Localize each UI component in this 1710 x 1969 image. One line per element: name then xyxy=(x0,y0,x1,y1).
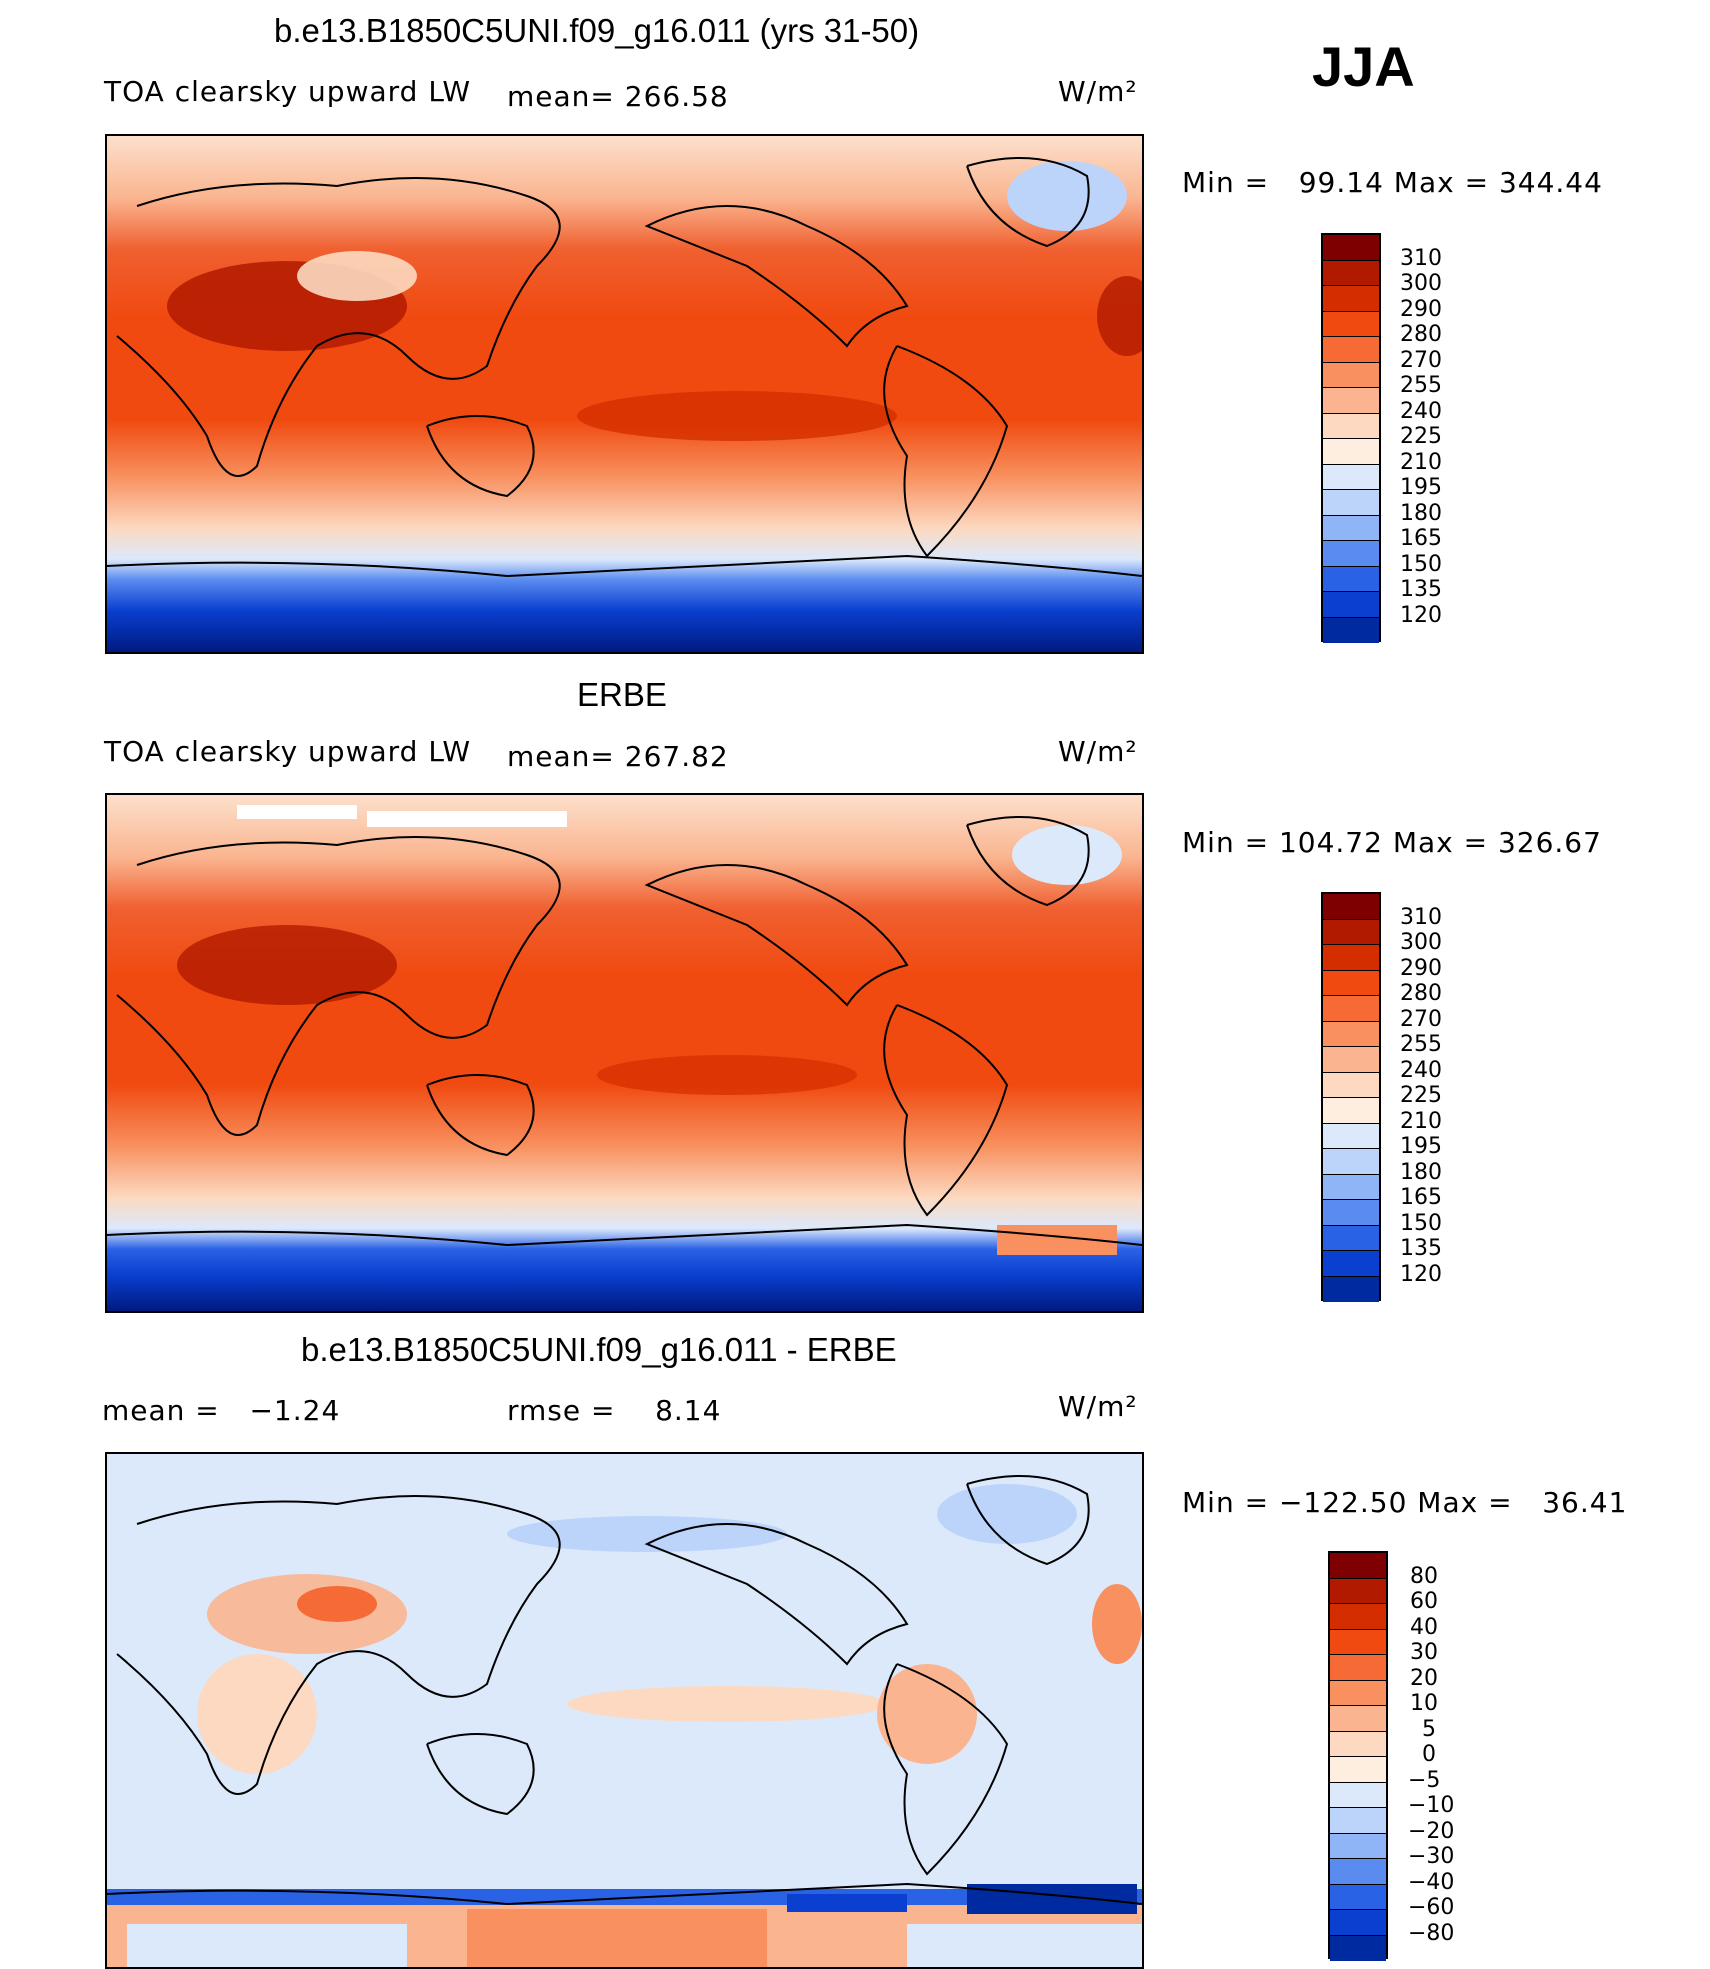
cbar-2-tick: 270 xyxy=(1400,1007,1442,1032)
cbar-1-tick: 255 xyxy=(1400,373,1442,398)
cbar-3-tick: 10 xyxy=(1410,1691,1438,1716)
cbar-1-tick: 280 xyxy=(1400,322,1442,347)
panel-2-variable-label: TOA clearsky upward LW xyxy=(104,735,472,768)
cbar-1-tick: 180 xyxy=(1400,501,1442,526)
cbar-2-tick: 280 xyxy=(1400,981,1442,1006)
cbar-1-tick: 270 xyxy=(1400,348,1442,373)
cbar-3-tick: −10 xyxy=(1408,1793,1455,1818)
cbar-3-tick: 80 xyxy=(1410,1564,1438,1589)
panel-2-colorbar xyxy=(1321,892,1381,1302)
panel-2-minmax: Min = 104.72 Max = 326.67 xyxy=(1182,826,1602,859)
cbar-3-tick: 60 xyxy=(1410,1589,1438,1614)
panel-2-map xyxy=(105,793,1144,1313)
panel-3-rmse-label: rmse = 8.14 xyxy=(507,1394,722,1427)
cbar-3-tick: −20 xyxy=(1408,1819,1455,1844)
panel-2-units: W/m² xyxy=(1058,735,1138,768)
cbar-2-tick: 300 xyxy=(1400,930,1442,955)
cbar-1-tick: 290 xyxy=(1400,297,1442,322)
panel-1-title: b.e13.B1850C5UNI.f09_g16.011 (yrs 31-50) xyxy=(274,12,920,49)
cbar-3-tick: −40 xyxy=(1408,1870,1455,1895)
cbar-3-tick: 0 xyxy=(1422,1742,1436,1767)
cbar-3-tick: 20 xyxy=(1410,1666,1438,1691)
cbar-1-tick: 120 xyxy=(1400,603,1442,628)
panel-1-minmax: Min = 99.14 Max = 344.44 xyxy=(1182,166,1603,199)
cbar-2-tick: 135 xyxy=(1400,1236,1442,1261)
panel-3-colorbar xyxy=(1328,1551,1388,1961)
cbar-3-tick: −5 xyxy=(1408,1768,1441,1793)
panel-3-map xyxy=(105,1452,1144,1969)
cbar-2-tick: 210 xyxy=(1400,1109,1442,1134)
cbar-2-tick: 120 xyxy=(1400,1262,1442,1287)
cbar-3-tick: −60 xyxy=(1408,1895,1455,1920)
cbar-1-tick: 225 xyxy=(1400,424,1442,449)
cbar-3-tick: −30 xyxy=(1408,1844,1455,1869)
panel-2-mean-label: mean= 267.82 xyxy=(507,740,729,773)
panel-2-title: ERBE xyxy=(577,676,667,713)
cbar-3-tick: 30 xyxy=(1410,1640,1438,1665)
cbar-2-tick: 240 xyxy=(1400,1058,1442,1083)
cbar-1-tick: 135 xyxy=(1400,577,1442,602)
cbar-1-tick: 240 xyxy=(1400,399,1442,424)
panel-3-units: W/m² xyxy=(1058,1390,1138,1423)
cbar-3-tick: 40 xyxy=(1410,1615,1438,1640)
cbar-2-tick: 225 xyxy=(1400,1083,1442,1108)
panel-3-mean-label: mean = −1.24 xyxy=(102,1394,341,1427)
panel-3-minmax: Min = −122.50 Max = 36.41 xyxy=(1182,1486,1628,1519)
cbar-1-tick: 195 xyxy=(1400,475,1442,500)
cbar-2-tick: 255 xyxy=(1400,1032,1442,1057)
panel-1-variable-label: TOA clearsky upward LW xyxy=(104,75,472,108)
cbar-1-tick: 210 xyxy=(1400,450,1442,475)
cbar-2-tick: 180 xyxy=(1400,1160,1442,1185)
cbar-3-tick: 5 xyxy=(1422,1717,1436,1742)
panel-1-units: W/m² xyxy=(1058,75,1138,108)
cbar-2-tick: 310 xyxy=(1400,905,1442,930)
cbar-3-tick: −80 xyxy=(1408,1921,1455,1946)
panel-1-mean-label: mean= 266.58 xyxy=(507,80,729,113)
cbar-1-tick: 300 xyxy=(1400,271,1442,296)
cbar-2-tick: 195 xyxy=(1400,1134,1442,1159)
panel-1-map xyxy=(105,134,1144,654)
cbar-2-tick: 165 xyxy=(1400,1185,1442,1210)
cbar-1-tick: 310 xyxy=(1400,246,1442,271)
season-label: JJA xyxy=(1312,35,1415,98)
panel-3-title: b.e13.B1850C5UNI.f09_g16.011 - ERBE xyxy=(301,1331,897,1368)
cbar-1-tick: 165 xyxy=(1400,526,1442,551)
cbar-1-tick: 150 xyxy=(1400,552,1442,577)
cbar-2-tick: 290 xyxy=(1400,956,1442,981)
cbar-2-tick: 150 xyxy=(1400,1211,1442,1236)
panel-1-colorbar xyxy=(1321,233,1381,643)
